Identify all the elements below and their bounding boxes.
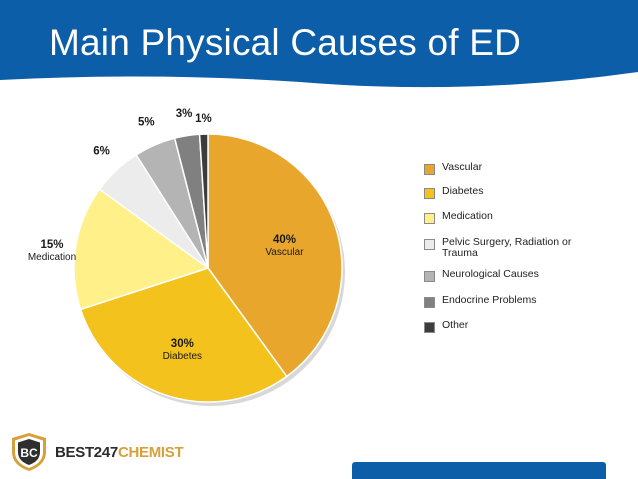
legend-swatch [424,297,435,308]
legend-label: Pelvic Surgery, Radiation or Trauma [442,236,572,259]
footer-bar [352,462,606,479]
legend-swatch [424,239,435,250]
legend-swatch [424,322,435,333]
slice-value-label: 3% [176,108,193,120]
page-title: Main Physical Causes of ED [49,22,521,63]
slice-value-label: 15% [40,239,63,251]
slice-category-label: Diabetes [163,351,202,362]
slice-value-label: 1% [195,113,212,125]
legend-label: Medication [442,210,493,222]
pie-slice-medication [73,188,210,311]
legend-swatch [424,271,435,282]
pie-slice-other [198,133,209,269]
brand-name-part1: BEST247 [55,443,118,461]
legend-label: Neurological Causes [442,268,539,280]
legend-swatch [424,213,435,224]
legend-swatch [424,188,435,199]
brand-logo: BC BEST247CHEMIST [9,432,184,472]
brand-name-part2: CHEMIST [117,443,184,461]
brand-name: BEST247CHEMIST [55,443,184,461]
shield-logo-icon: BC [12,433,46,471]
legend-item: Medication [424,211,572,224]
legend-item: Endocrine Problems [424,295,572,308]
legend-swatch [424,164,435,175]
legend-item: Vascular [424,162,572,175]
legend-label: Vascular [442,161,483,173]
slice-category-label: Vascular [265,247,304,258]
title-banner [0,0,638,88]
slice-value-label: 6% [93,146,110,158]
legend-item: Pelvic Surgery, Radiation or Trauma [424,237,572,259]
legend-label: Endocrine Problems [442,294,537,306]
slice-value-label: 30% [171,338,194,350]
legend-item: Neurological Causes [424,269,572,282]
legend-label: Diabetes [442,185,484,197]
pie-slice-diabetes [79,267,288,403]
pie-slice-vascular [207,133,343,378]
slice-value-label: 5% [138,116,155,128]
slice-category-label: Medication [28,252,76,263]
legend-item: Other [424,320,572,333]
legend-label: Other [442,319,469,331]
svg-text:BC: BC [20,446,38,460]
legend-item: Diabetes [424,186,572,199]
slice-value-label: 40% [273,234,296,246]
